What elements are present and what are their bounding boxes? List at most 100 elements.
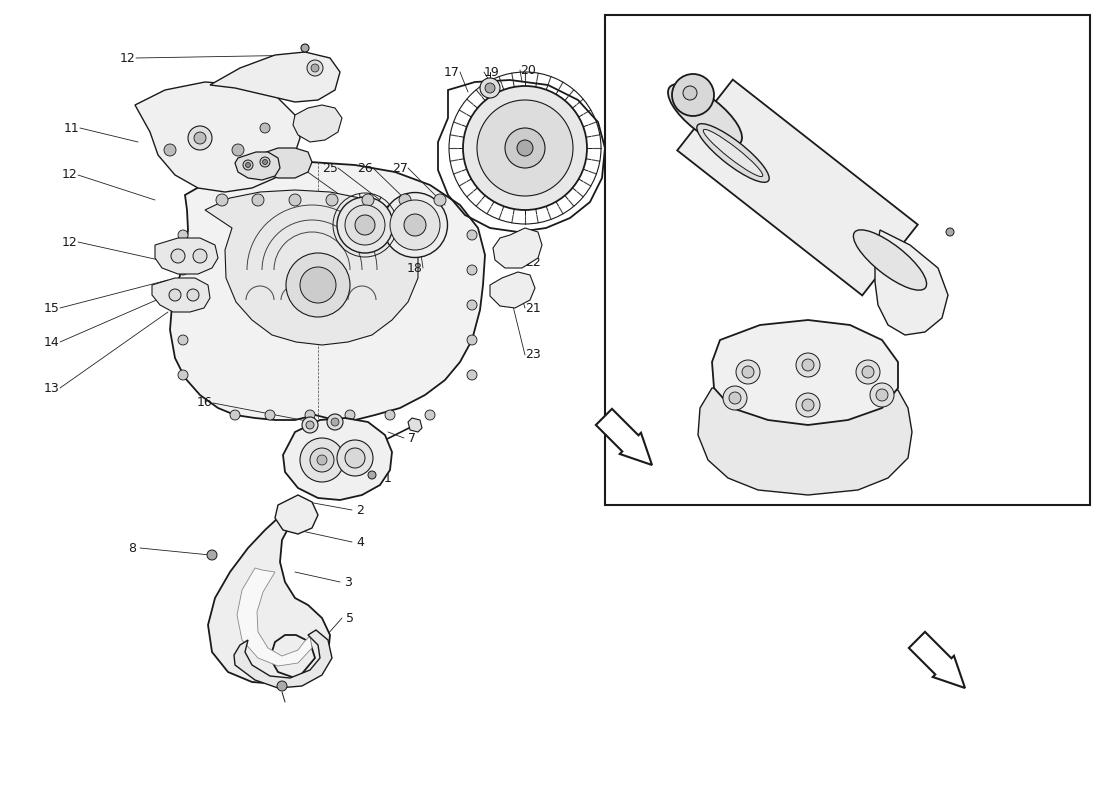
Text: 9: 9: [240, 162, 248, 174]
Circle shape: [517, 140, 534, 156]
Text: 22: 22: [525, 257, 541, 270]
Polygon shape: [258, 148, 312, 178]
Polygon shape: [493, 228, 542, 268]
Text: 24: 24: [286, 162, 301, 174]
Text: 11: 11: [64, 122, 80, 134]
Text: 14: 14: [44, 335, 59, 349]
Text: 10: 10: [202, 162, 218, 174]
Circle shape: [723, 386, 747, 410]
Circle shape: [311, 64, 319, 72]
Circle shape: [178, 335, 188, 345]
Circle shape: [216, 194, 228, 206]
Polygon shape: [170, 162, 485, 420]
Polygon shape: [210, 52, 340, 102]
Polygon shape: [678, 79, 917, 295]
Circle shape: [385, 410, 395, 420]
Circle shape: [399, 194, 411, 206]
Circle shape: [178, 265, 188, 275]
Circle shape: [802, 399, 814, 411]
Circle shape: [169, 289, 182, 301]
Circle shape: [946, 228, 954, 236]
Circle shape: [277, 681, 287, 691]
Circle shape: [434, 194, 446, 206]
Ellipse shape: [696, 124, 769, 182]
Circle shape: [265, 410, 275, 420]
Circle shape: [300, 438, 344, 482]
Circle shape: [263, 159, 267, 165]
Text: 27: 27: [392, 162, 408, 174]
Circle shape: [355, 215, 375, 235]
Text: 16: 16: [197, 397, 213, 410]
Circle shape: [796, 393, 820, 417]
Circle shape: [187, 289, 199, 301]
Circle shape: [230, 410, 240, 420]
Circle shape: [468, 335, 477, 345]
Polygon shape: [135, 82, 300, 192]
Circle shape: [327, 414, 343, 430]
Polygon shape: [152, 278, 210, 312]
Text: 8: 8: [128, 542, 136, 554]
Circle shape: [178, 370, 188, 380]
Circle shape: [463, 86, 587, 210]
Text: 26: 26: [358, 162, 373, 174]
Polygon shape: [909, 632, 965, 688]
Text: 3: 3: [344, 575, 352, 589]
Circle shape: [194, 132, 206, 144]
Polygon shape: [275, 495, 318, 534]
Circle shape: [742, 366, 754, 378]
Circle shape: [337, 440, 373, 476]
Circle shape: [301, 44, 309, 52]
Circle shape: [345, 205, 385, 245]
Circle shape: [683, 86, 697, 100]
Text: 12: 12: [62, 169, 78, 182]
Polygon shape: [208, 516, 330, 684]
Text: 5: 5: [346, 611, 354, 625]
Circle shape: [856, 360, 880, 384]
Text: 7: 7: [408, 431, 416, 445]
Circle shape: [468, 265, 477, 275]
Circle shape: [362, 194, 374, 206]
Circle shape: [178, 300, 188, 310]
Circle shape: [468, 300, 477, 310]
Circle shape: [164, 144, 176, 156]
Polygon shape: [874, 230, 948, 335]
Circle shape: [862, 366, 874, 378]
Polygon shape: [236, 568, 312, 666]
Polygon shape: [205, 190, 418, 345]
Polygon shape: [155, 238, 218, 274]
Circle shape: [300, 267, 336, 303]
Circle shape: [345, 448, 365, 468]
Text: 15: 15: [44, 302, 59, 314]
Circle shape: [345, 410, 355, 420]
Text: 25: 25: [322, 162, 338, 174]
Polygon shape: [234, 630, 332, 688]
Circle shape: [480, 78, 501, 98]
Circle shape: [310, 448, 334, 472]
Circle shape: [337, 197, 393, 253]
Polygon shape: [235, 152, 280, 180]
Circle shape: [232, 144, 244, 156]
Ellipse shape: [854, 230, 926, 290]
Text: 29: 29: [715, 22, 730, 34]
Circle shape: [188, 126, 212, 150]
Text: 32: 32: [850, 22, 866, 34]
Polygon shape: [293, 105, 342, 142]
Circle shape: [178, 230, 188, 240]
Polygon shape: [283, 418, 392, 500]
Circle shape: [307, 60, 323, 76]
Circle shape: [368, 471, 376, 479]
Text: 31: 31: [640, 351, 656, 365]
Bar: [605, 15, 1090, 505]
Text: 18: 18: [407, 262, 422, 274]
Ellipse shape: [668, 84, 742, 146]
Circle shape: [736, 360, 760, 384]
Polygon shape: [408, 418, 422, 432]
Text: 21: 21: [525, 302, 541, 314]
Polygon shape: [712, 320, 898, 425]
Circle shape: [505, 128, 544, 168]
Circle shape: [289, 194, 301, 206]
Ellipse shape: [390, 200, 440, 250]
Circle shape: [170, 249, 185, 263]
Circle shape: [260, 123, 270, 133]
Ellipse shape: [672, 74, 714, 116]
